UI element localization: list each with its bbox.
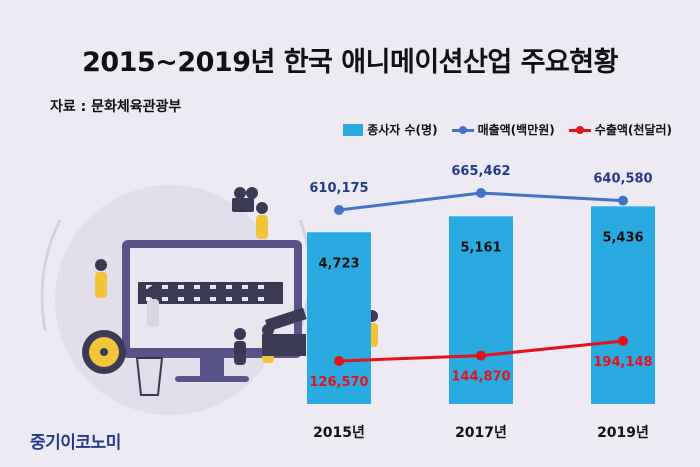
bar-employees-2015년 (307, 232, 371, 404)
legend-item-employees: 종사자 수(명) (343, 121, 438, 138)
legend-swatch-exports (568, 124, 591, 136)
label-exports-2019년: 194,148 (593, 355, 652, 370)
chart-title: 2015~2019년 한국 애니메이션산업 주요현황 (82, 47, 618, 78)
point-exports-2015년 (334, 356, 344, 366)
label-exports-2015년: 126,570 (309, 375, 368, 390)
label-revenue-2017년: 665,462 (451, 164, 510, 179)
point-revenue-2019년 (618, 195, 628, 206)
label-employees-2019년: 5,436 (602, 230, 643, 245)
legend-item-exports: 수출액(천달러) (568, 121, 672, 138)
monitor-stand (200, 358, 224, 378)
legend-label-revenue: 매출액(백만원) (477, 123, 555, 137)
legend-label-exports: 수출액(천달러) (594, 123, 672, 137)
legend-label-employees: 종사자 수(명) (367, 123, 438, 137)
legend-swatch-revenue (451, 124, 474, 136)
x-tick-2017년: 2017년 (455, 425, 507, 441)
point-revenue-2017년 (476, 188, 486, 198)
legend-swatch-employees (343, 123, 364, 136)
label-employees-2015년: 4,723 (318, 256, 359, 271)
film-perforations (146, 285, 264, 301)
clapperboard-icon (265, 307, 307, 332)
label-revenue-2019년: 640,580 (593, 172, 652, 187)
label-revenue-2015년: 610,175 (309, 181, 368, 196)
point-exports-2017년 (476, 350, 486, 361)
x-tick-2019년: 2019년 (597, 425, 649, 441)
brand-logo: 중기이코노미 (30, 433, 121, 453)
label-employees-2017년: 5,161 (460, 240, 501, 255)
point-revenue-2015년 (334, 205, 344, 215)
x-tick-2015년: 2015년 (313, 425, 365, 441)
source-note: 자료 : 문화체육관광부 (50, 99, 182, 115)
bar-employees-2017년 (449, 216, 513, 404)
legend-item-revenue: 매출액(백만원) (451, 121, 555, 138)
camera-icon (232, 198, 254, 212)
label-exports-2017년: 144,870 (451, 370, 510, 385)
monitor-base (175, 376, 249, 382)
animation-illustration (40, 185, 378, 415)
legend: 종사자 수(명) 매출액(백만원) 수출액(천달러) (343, 121, 672, 138)
stool-icon (135, 357, 164, 396)
point-exports-2019년 (618, 336, 628, 346)
bar-employees-2019년 (591, 206, 655, 404)
